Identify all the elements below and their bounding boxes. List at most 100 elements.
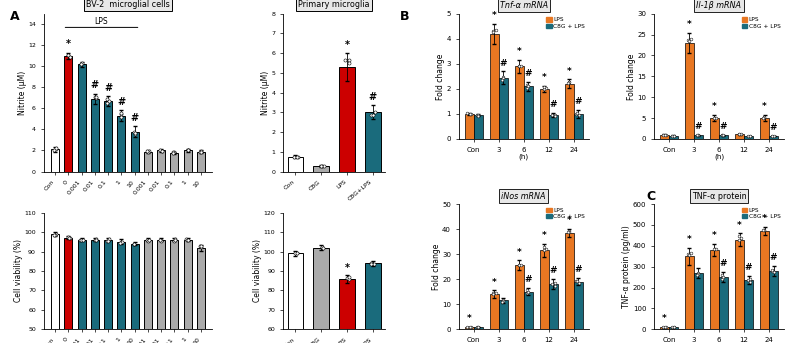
Point	[155, 238, 168, 244]
Bar	[91, 240, 99, 343]
Point	[691, 133, 704, 138]
Text: B: B	[400, 10, 409, 23]
Text: *: *	[712, 231, 717, 240]
Text: *: *	[662, 314, 667, 323]
Point	[342, 276, 355, 281]
Bar	[744, 280, 753, 329]
Point	[89, 237, 101, 243]
Bar	[78, 240, 86, 343]
Text: *: *	[492, 11, 497, 20]
Point	[546, 113, 558, 118]
Point	[744, 280, 756, 285]
Title: TNF-α protein: TNF-α protein	[691, 191, 746, 201]
Point	[733, 234, 745, 239]
Bar	[184, 240, 192, 343]
X-axis label: (h): (h)	[714, 154, 724, 161]
Point	[487, 291, 500, 296]
Point	[548, 112, 561, 117]
Point	[317, 163, 329, 169]
Point	[155, 148, 168, 154]
Bar	[744, 136, 753, 139]
Point	[489, 27, 502, 32]
Text: *: *	[737, 221, 742, 229]
Point	[758, 227, 771, 233]
Point	[546, 282, 558, 287]
Point	[314, 163, 327, 168]
Point	[497, 75, 509, 81]
Point	[102, 98, 115, 104]
Y-axis label: Nitrite (μM): Nitrite (μM)	[261, 70, 270, 115]
Point	[50, 231, 63, 236]
Point	[758, 227, 771, 233]
Point	[141, 148, 154, 154]
Bar	[685, 43, 694, 139]
Bar	[565, 233, 573, 329]
Point	[115, 111, 128, 117]
Point	[573, 280, 585, 285]
Point	[114, 240, 127, 246]
Bar	[117, 116, 125, 172]
Text: *: *	[517, 248, 522, 257]
Point	[291, 250, 303, 255]
Point	[89, 95, 102, 100]
Y-axis label: Fold change: Fold change	[436, 53, 445, 99]
Point	[573, 112, 585, 118]
Bar	[287, 157, 303, 172]
Text: #: #	[770, 123, 777, 132]
Point	[194, 245, 207, 250]
Point	[708, 247, 721, 252]
Point	[548, 280, 561, 285]
Bar	[144, 240, 152, 343]
Point	[717, 274, 729, 280]
Point	[767, 269, 780, 275]
Point	[364, 262, 377, 267]
Point	[716, 277, 729, 282]
Point	[128, 129, 141, 134]
Point	[691, 272, 704, 278]
Point	[513, 63, 526, 69]
Bar	[64, 238, 72, 343]
Point	[74, 61, 87, 67]
Legend: LPS, C8G + LPS: LPS, C8G + LPS	[546, 17, 586, 29]
Point	[562, 80, 575, 85]
Point	[181, 238, 194, 243]
Point	[129, 131, 142, 137]
Point	[154, 237, 167, 243]
Text: #: #	[720, 259, 727, 268]
Title: BV-2  microglial cells: BV-2 microglial cells	[86, 0, 169, 9]
Bar	[719, 135, 728, 139]
Point	[520, 291, 533, 296]
Text: #: #	[524, 69, 532, 78]
Point	[470, 112, 483, 118]
Bar	[769, 271, 778, 329]
Point	[657, 132, 669, 138]
Point	[62, 52, 74, 58]
Point	[520, 82, 533, 87]
Bar	[314, 248, 329, 343]
Point	[513, 63, 526, 68]
Bar	[51, 150, 59, 172]
Point	[368, 109, 381, 115]
Point	[461, 111, 474, 116]
Point	[129, 130, 142, 136]
Bar	[365, 113, 381, 172]
Point	[658, 132, 671, 138]
Point	[367, 262, 380, 267]
Point	[735, 235, 748, 240]
Point	[463, 324, 476, 330]
Point	[562, 229, 575, 235]
Point	[181, 237, 193, 243]
Point	[287, 154, 300, 160]
Bar	[196, 152, 205, 172]
Point	[685, 36, 698, 42]
Bar	[157, 151, 165, 172]
Point	[168, 150, 181, 155]
Point	[562, 229, 574, 235]
Point	[48, 147, 60, 152]
Bar	[78, 64, 86, 172]
Point	[741, 277, 754, 283]
Title: Tnf-α mRNA: Tnf-α mRNA	[500, 1, 548, 10]
Bar	[105, 240, 112, 343]
Point	[685, 250, 698, 256]
Title: iNos mRNA: iNos mRNA	[501, 191, 546, 201]
